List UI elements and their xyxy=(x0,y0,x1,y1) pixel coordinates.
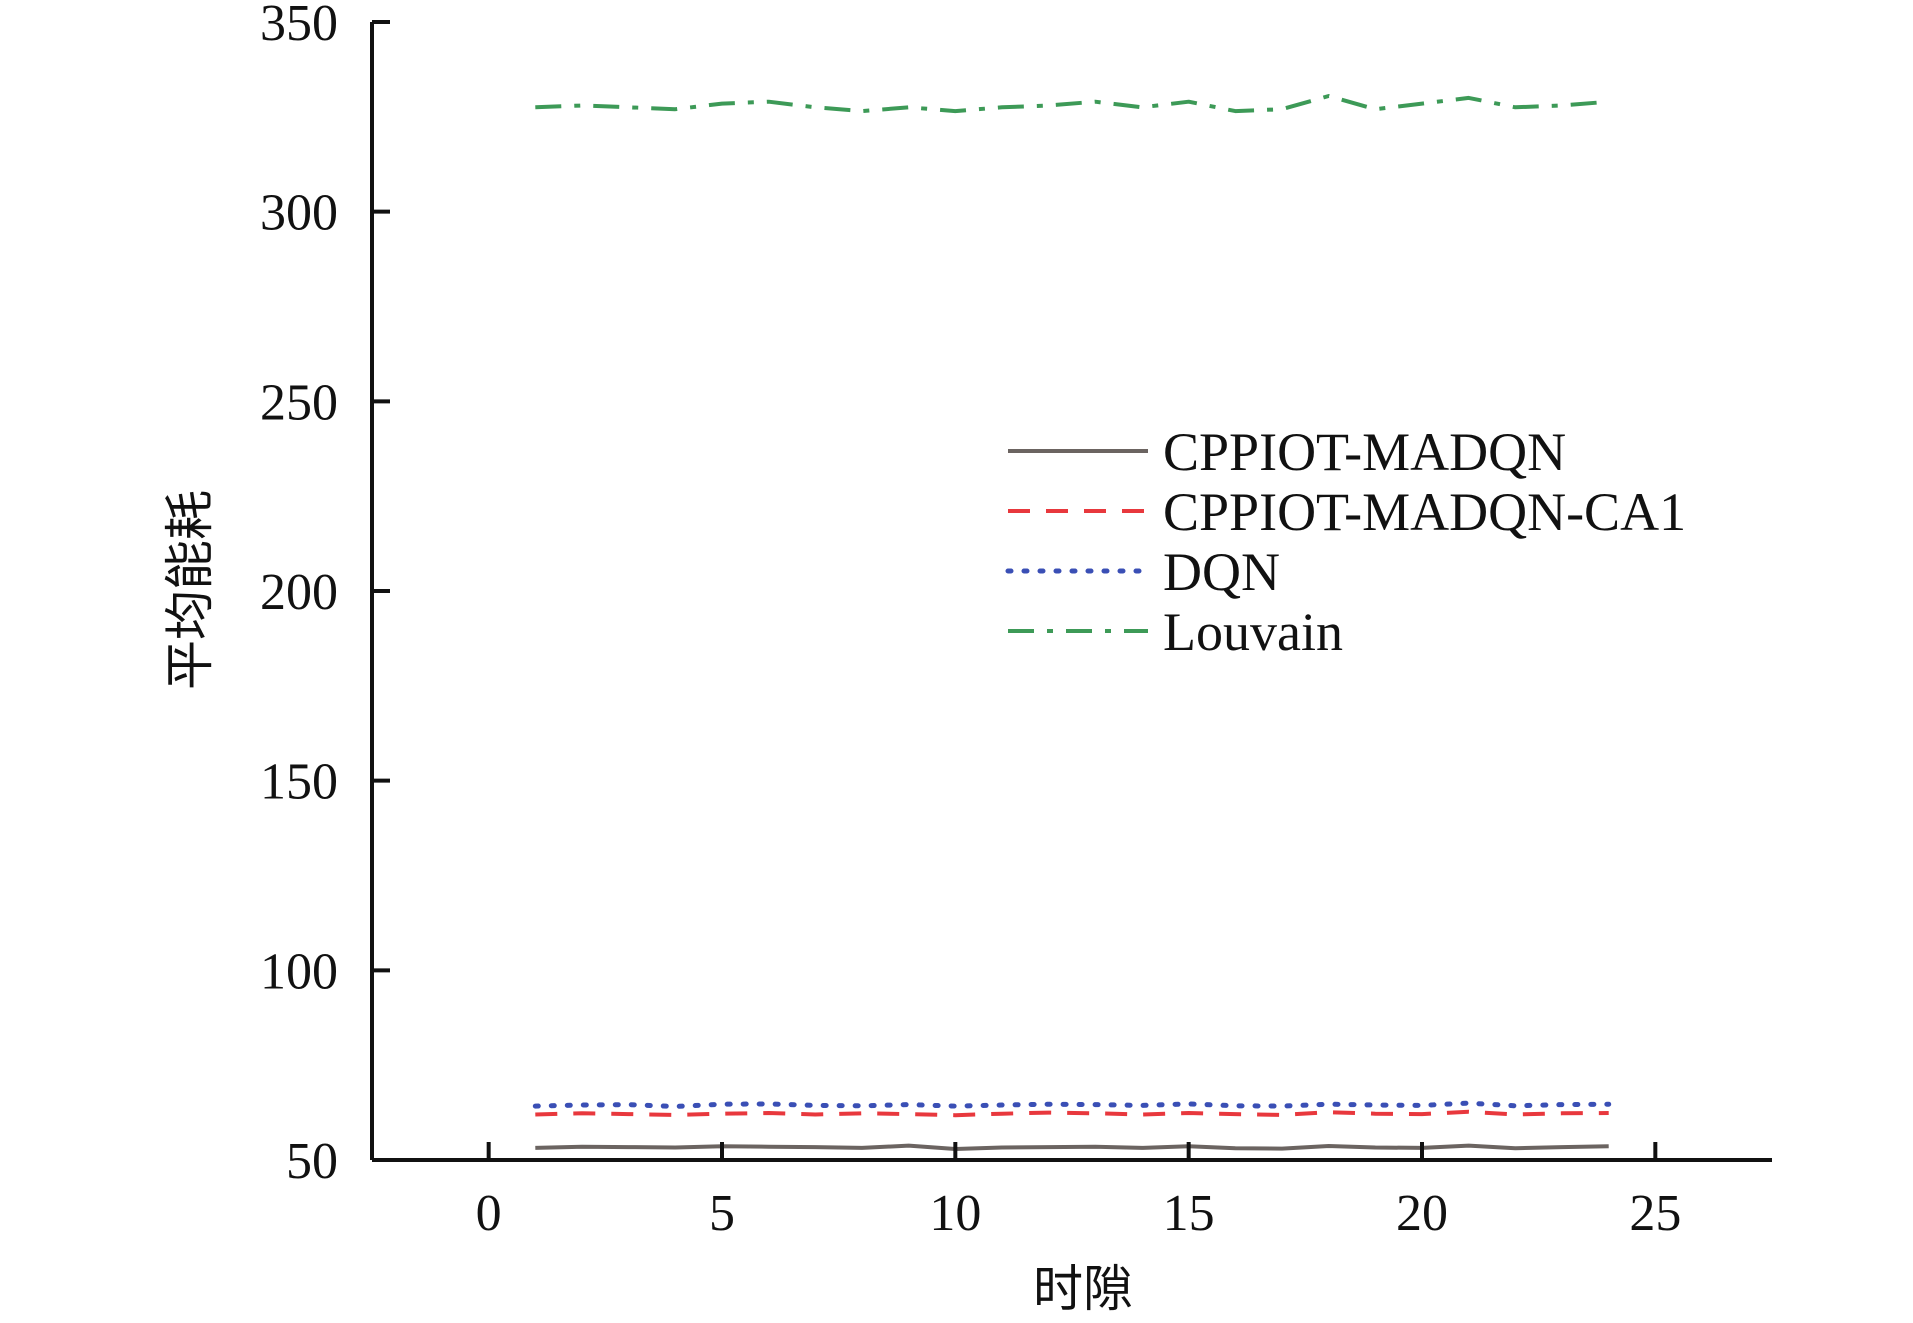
x-ticks: 0 5 10 15 20 25 xyxy=(476,1142,1681,1242)
y-ticks: 50 100 150 200 250 300 350 xyxy=(260,0,390,1190)
x-tick-label: 10 xyxy=(929,1185,981,1242)
x-tick-label: 5 xyxy=(709,1185,735,1242)
y-tick-label: 200 xyxy=(260,564,338,621)
y-tick-label: 100 xyxy=(260,943,338,1000)
legend-label-1: CPPIOT-MADQN-CA1 xyxy=(1163,482,1686,542)
plot-lines xyxy=(532,94,1612,1151)
series-line-0 xyxy=(535,1143,1609,1151)
y-tick-label: 150 xyxy=(260,754,338,811)
legend-label-2: DQN xyxy=(1163,542,1280,602)
x-tick-label: 20 xyxy=(1396,1185,1448,1242)
series-line-3 xyxy=(535,94,1609,114)
y-tick-label: 350 xyxy=(260,0,338,52)
series-line-2 xyxy=(532,1100,1612,1109)
x-tick-label: 0 xyxy=(476,1185,502,1242)
x-tick-label: 15 xyxy=(1163,1185,1215,1242)
legend-label-0: CPPIOT-MADQN xyxy=(1163,422,1566,482)
y-tick-label: 50 xyxy=(286,1133,338,1190)
series-line-1 xyxy=(535,1109,1609,1118)
legend-label-3: Louvain xyxy=(1163,602,1343,662)
x-tick-label: 25 xyxy=(1629,1185,1681,1242)
y-axis-title: 平均能耗 xyxy=(161,490,219,690)
x-axis-title: 时隙 xyxy=(1033,1260,1133,1318)
y-tick-label: 300 xyxy=(260,185,338,242)
y-tick-label: 250 xyxy=(260,374,338,431)
